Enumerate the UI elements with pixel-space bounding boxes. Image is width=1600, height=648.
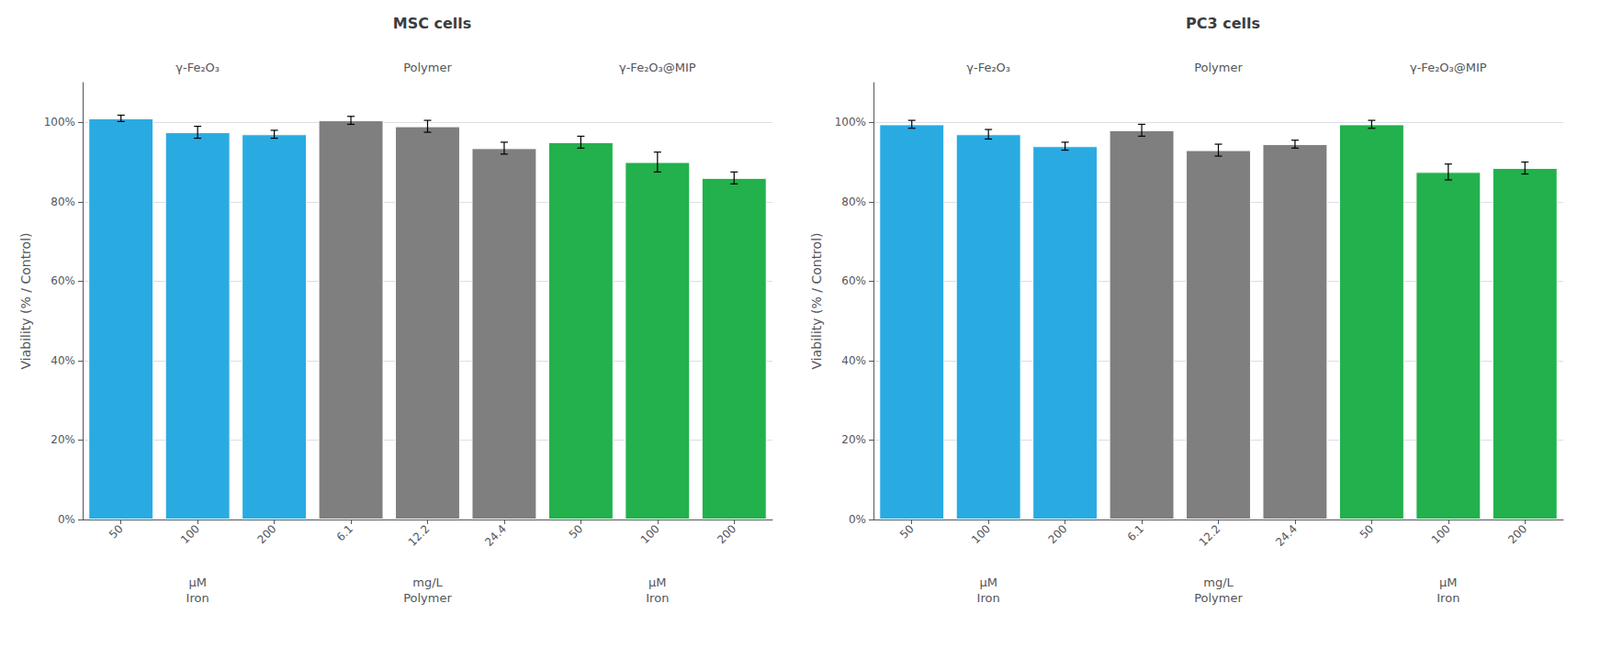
svg-text:80%: 80% <box>841 195 867 209</box>
svg-text:50: 50 <box>897 522 917 542</box>
svg-text:50: 50 <box>106 522 126 542</box>
svg-text:γ-Fe₂O₃@MIP: γ-Fe₂O₃@MIP <box>1409 60 1488 75</box>
svg-text:200: 200 <box>1045 522 1070 547</box>
svg-text:0%: 0% <box>848 513 867 527</box>
svg-text:μM: μM <box>979 575 998 590</box>
svg-text:24.4: 24.4 <box>1273 522 1300 550</box>
svg-text:24.4: 24.4 <box>482 522 509 550</box>
svg-text:Polymer: Polymer <box>1194 591 1243 606</box>
svg-text:12.2: 12.2 <box>405 522 433 550</box>
svg-text:Iron: Iron <box>1436 591 1460 606</box>
svg-text:80%: 80% <box>50 195 76 209</box>
svg-text:mg/L: mg/L <box>1203 575 1234 590</box>
svg-text:Viability (% / Control): Viability (% / Control) <box>18 233 34 371</box>
svg-text:MSC cells: MSC cells <box>393 14 473 33</box>
svg-text:Polymer: Polymer <box>403 60 452 75</box>
svg-text:40%: 40% <box>841 354 867 368</box>
svg-text:Iron: Iron <box>186 591 210 606</box>
svg-text:20%: 20% <box>841 433 867 447</box>
svg-text:Iron: Iron <box>977 591 1001 606</box>
svg-text:100: 100 <box>969 522 993 547</box>
svg-text:μM: μM <box>188 575 207 590</box>
svg-text:200: 200 <box>1505 522 1530 547</box>
svg-text:6.1: 6.1 <box>334 522 356 544</box>
svg-text:6.1: 6.1 <box>1125 522 1147 544</box>
svg-text:Viability (% / Control): Viability (% / Control) <box>809 233 824 371</box>
svg-text:200: 200 <box>254 522 279 547</box>
svg-text:60%: 60% <box>50 274 76 288</box>
svg-text:100: 100 <box>638 522 663 547</box>
svg-text:50: 50 <box>566 522 586 542</box>
svg-text:100: 100 <box>1429 522 1454 547</box>
svg-text:12.2: 12.2 <box>1196 522 1224 550</box>
svg-text:100: 100 <box>178 522 203 547</box>
svg-text:μM: μM <box>648 575 667 590</box>
svg-text:60%: 60% <box>841 274 867 288</box>
svg-text:50: 50 <box>1357 522 1377 542</box>
svg-text:Iron: Iron <box>645 591 669 606</box>
svg-text:μM: μM <box>1439 575 1458 590</box>
svg-text:mg/L: mg/L <box>412 575 443 590</box>
svg-text:200: 200 <box>714 522 739 547</box>
svg-text:40%: 40% <box>50 354 76 368</box>
svg-text:Polymer: Polymer <box>1194 60 1243 75</box>
svg-text:Polymer: Polymer <box>403 591 452 606</box>
svg-text:100%: 100% <box>834 115 867 129</box>
svg-text:γ-Fe₂O₃: γ-Fe₂O₃ <box>966 60 1011 75</box>
svg-text:γ-Fe₂O₃: γ-Fe₂O₃ <box>175 60 220 75</box>
svg-text:0%: 0% <box>57 513 76 527</box>
svg-text:γ-Fe₂O₃@MIP: γ-Fe₂O₃@MIP <box>619 60 697 75</box>
svg-text:100%: 100% <box>44 115 76 129</box>
svg-text:20%: 20% <box>50 433 76 447</box>
svg-text:PC3 cells: PC3 cells <box>1185 14 1261 33</box>
